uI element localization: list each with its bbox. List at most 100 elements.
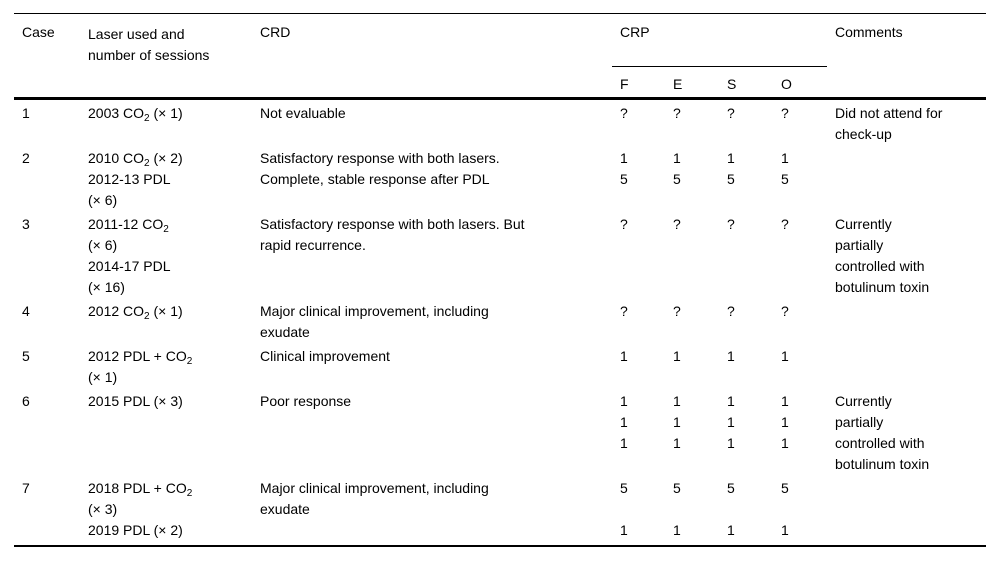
laser-cell-line: (× 1) [88,369,118,385]
comments-cell [827,475,986,546]
crp-s-cell-line: 1 [727,435,735,451]
comments-cell-line: partially [835,237,884,253]
laser-cell: 2012 CO2 (× 1) [80,298,252,343]
case-cell-line: 4 [22,303,30,319]
crp-e-cell-line: 1 [673,414,681,430]
case-cell: 1 [14,99,80,146]
comments-cell-line: Currently [835,216,892,232]
case-row: 4 2012 CO2 (× 1) Major clinical improvemen… [14,298,986,343]
crd-cell-line: Not evaluable [260,105,346,121]
crp-o-cell: ? [773,298,827,343]
crp-f-cell-line: ? [620,303,628,319]
crp-o-cell-line: 5 [781,480,789,496]
crp-e-cell-line: 1 [673,150,681,166]
crp-f-cell-line: 1 [620,414,628,430]
crp-o-cell-line: 1 [781,348,789,364]
crd-cell-line: Major clinical improvement, including [260,480,489,496]
comments-cell-line: Currently [835,393,892,409]
table-body: 1 2003 CO2 (× 1) Not evaluable???? Did not … [14,99,986,547]
crd-cell-line: Major clinical improvement, including [260,303,489,319]
crp-e-cell-line: 5 [673,480,681,496]
comments-cell-line: partially [835,414,884,430]
col-header-crp-group: CRP [612,13,827,67]
crp-s-cell-line: 1 [727,393,735,409]
crp-f-cell-line: 5 [620,480,628,496]
crp-s-cell-line: 1 [727,348,735,364]
crd-cell-line: exudate [260,324,310,340]
crp-o-cell-line: ? [781,105,789,121]
crp-e-cell-line [673,499,711,520]
crd-cell: Satisfactory response with both lasers. … [252,211,612,298]
comments-cell [827,343,986,388]
crp-f-cell: 1 [612,343,665,388]
laser-cell-line: 2010 CO2 (× 2) [88,150,183,169]
case-cell: 2 [14,145,80,211]
comments-cell-line: controlled with [835,258,925,274]
case-cell-line: 6 [22,393,30,409]
crp-e-cell-line: 5 [673,171,681,187]
crd-cell: Clinical improvement [252,343,612,388]
col-header-case: Case [22,24,55,40]
laser-cell-line: 2003 CO2 (× 1) [88,105,183,124]
case-cell-line: 7 [22,480,30,496]
case-row: 7 2018 PDL + CO2 (× 3) 2019 PDL (× 2) Major … [14,475,986,546]
comments-cell: Currently partially controlled with botulin… [827,388,986,475]
crd-cell-line: Poor response [260,393,352,409]
laser-cell-line: 2012-13 PDL [88,171,171,187]
crp-s-cell-line: ? [727,303,735,319]
col-header-laser: Laser used and number of sessions [80,14,252,99]
crp-f-cell-line: 5 [620,171,628,187]
crd-cell: Satisfactory response with both lasers. C… [252,145,612,211]
crp-s-cell: ? [719,211,773,298]
crp-s-cell-line: 5 [727,171,735,187]
crp-s-cell-line: 5 [727,480,735,496]
crp-o-cell-line: ? [781,303,789,319]
case-cell: 3 [14,211,80,298]
case-row: 1 2003 CO2 (× 1) Not evaluable???? Did not … [14,99,986,146]
crd-cell-line: exudate [260,501,310,517]
col-header-crd: CRD [260,24,291,40]
crp-s-cell: ? [719,298,773,343]
laser-cell-line: (× 3) [88,501,118,517]
crp-o-cell-line [781,499,819,520]
col-header-f: F [620,76,629,92]
crp-e-cell-line: ? [673,105,681,121]
crp-s-cell-line [727,499,765,520]
crp-e-cell: 1 [665,343,719,388]
crd-cell-line: rapid recurrence. [260,237,366,253]
case-cell-line: 5 [22,348,30,364]
crp-f-cell-line: 1 [620,522,628,538]
case-cell: 4 [14,298,80,343]
col-header-comments: Comments [835,24,903,40]
col-header-laser-line2: number of sessions [88,47,210,63]
laser-cell-line: 2015 PDL (× 3) [88,393,183,409]
comments-cell-line: botulinum toxin [835,456,930,472]
crp-f-cell: ? [612,99,665,146]
crp-f-cell-line [620,499,657,520]
laser-cell: 2018 PDL + CO2 (× 3) 2019 PDL (× 2) [80,475,252,546]
header-row-main: Case Laser used and number of sessions C… [14,13,986,67]
case-row: 2 2010 CO2 (× 2) 2012-13 PDL (× 6) Satisfact… [14,145,986,211]
laser-cell-line: 2014-17 PDL [88,258,171,274]
crp-o-cell-line: 5 [781,171,789,187]
case-cell: 7 [14,475,80,546]
crp-o-cell-line: ? [781,216,789,232]
case-cell-line: 1 [22,105,30,121]
crp-e-cell-line: 1 [673,522,681,538]
crp-s-cell-line: ? [727,105,735,121]
crp-e-cell-line: 1 [673,393,681,409]
crp-s-cell-line: 1 [727,522,735,538]
crp-f-cell: ? [612,298,665,343]
crp-s-cell-line: 1 [727,150,735,166]
table-header: Case Laser used and number of sessions C… [14,13,986,99]
laser-cell: 2011-12 CO2 (× 6) 2014-17 PDL (× 16) [80,211,252,298]
col-header-laser-line1: Laser used and [88,26,185,42]
crp-o-cell-line: 1 [781,150,789,166]
laser-cell: 2015 PDL (× 3) [80,388,252,475]
